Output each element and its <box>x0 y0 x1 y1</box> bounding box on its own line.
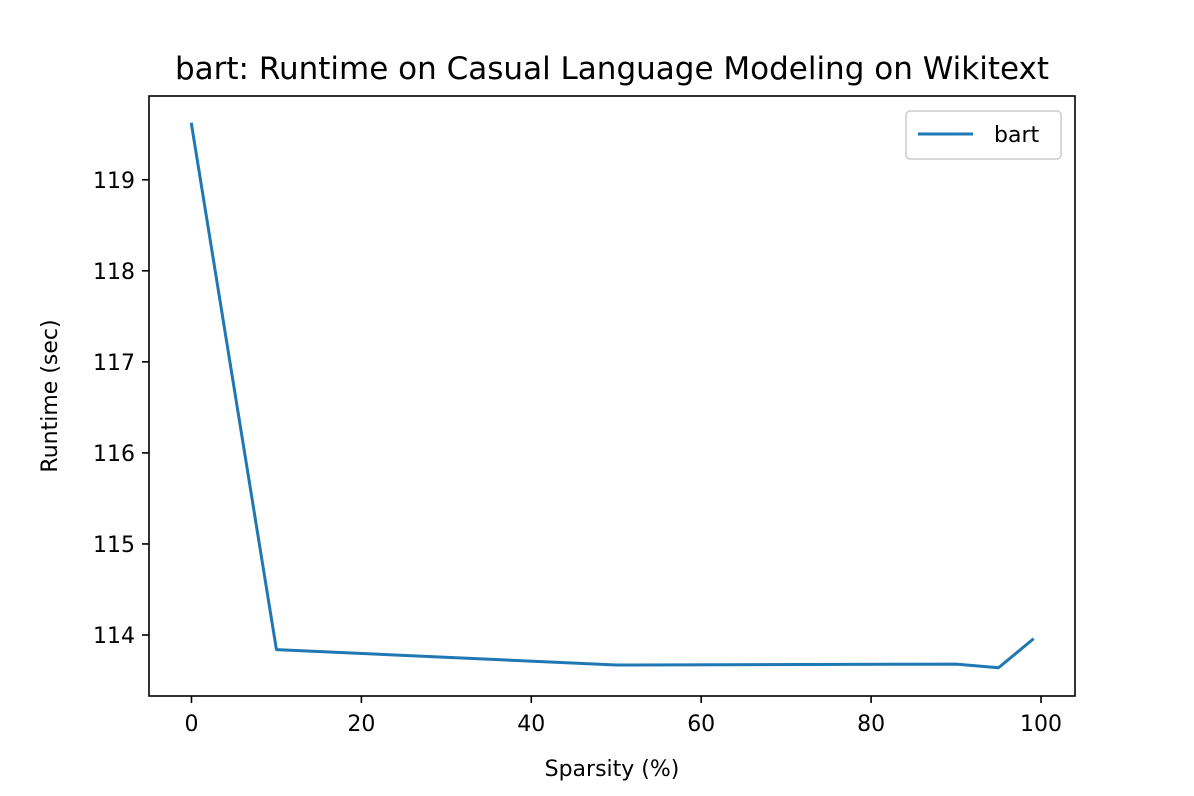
series-layer <box>189 122 1035 670</box>
y-tick-label: 118 <box>93 260 135 285</box>
plot-area <box>148 95 1076 697</box>
legend: bart <box>905 110 1062 160</box>
x-tick-label: 40 <box>517 712 545 737</box>
plot-background <box>149 96 1075 696</box>
y-axis-ticks: 114 115 116 117 118 119 <box>93 169 149 649</box>
x-tick-label: 0 <box>184 712 198 737</box>
series-line-bart <box>189 122 1035 670</box>
x-tick-label: 100 <box>1020 712 1062 737</box>
y-axis-label: Runtime (sec) <box>38 319 63 472</box>
x-tick-label: 20 <box>347 712 375 737</box>
y-tick-label: 115 <box>93 533 135 558</box>
chart-title: bart: Runtime on Casual Language Modelin… <box>175 51 1049 87</box>
y-tick-label: 114 <box>93 624 135 649</box>
legend-frame <box>905 110 1062 160</box>
x-tick-label: 60 <box>687 712 715 737</box>
y-tick-label: 117 <box>93 351 135 376</box>
y-tick-label: 116 <box>93 442 135 467</box>
y-tick-label: 119 <box>93 169 135 194</box>
x-axis-label: Sparsity (%) <box>545 757 680 782</box>
plot-frame <box>148 95 1076 697</box>
legend-label-bart: bart <box>994 123 1039 148</box>
x-tick-label: 80 <box>857 712 885 737</box>
x-axis-ticks: 0 20 40 60 80 100 <box>184 696 1062 737</box>
